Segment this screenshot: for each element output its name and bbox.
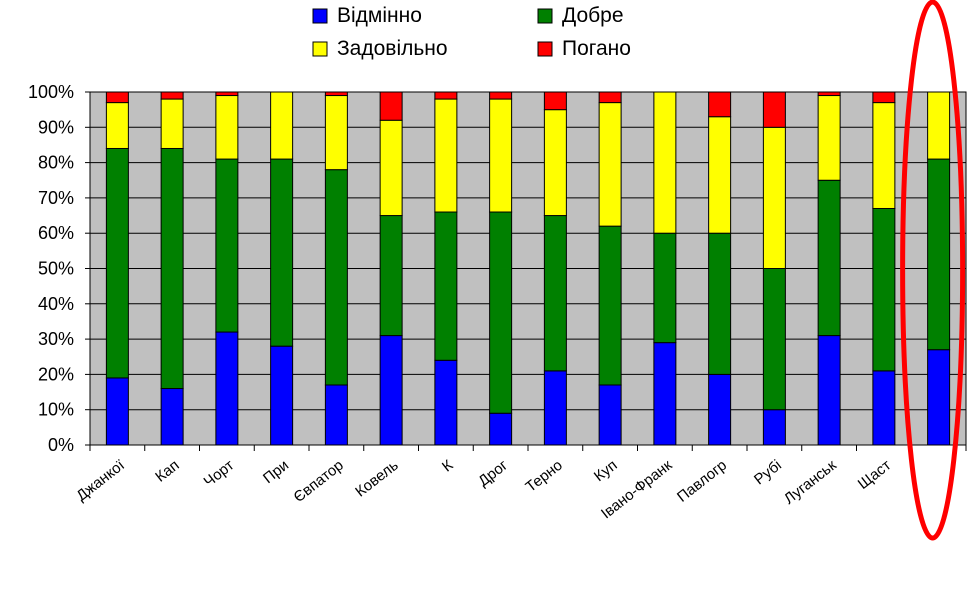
bar-segment: [160, 91, 184, 100]
bar-segment: [927, 158, 951, 351]
bar-segment: [762, 268, 786, 411]
bar-segment: [543, 109, 567, 217]
y-tick-label: 40%: [38, 294, 74, 314]
bar-segment: [434, 98, 458, 213]
x-tick-label: Кап: [152, 457, 182, 486]
bar-segment: [543, 91, 567, 111]
bar-segment: [270, 345, 294, 446]
bar-segment: [598, 384, 622, 446]
bar-segment: [215, 158, 239, 333]
x-tick-label: Джанкої: [73, 456, 128, 504]
bar-segment: [270, 158, 294, 347]
bar-segment: [105, 102, 129, 149]
bar-segment: [762, 126, 786, 269]
legend-label: Задовільно: [337, 37, 448, 60]
y-tick-label: 100%: [28, 82, 74, 102]
x-tick-label: Рубі: [751, 457, 785, 489]
bar-segment: [708, 232, 732, 375]
x-tick-label: Щаст: [855, 457, 895, 493]
bar-segment: [598, 91, 622, 104]
bar-segment: [379, 335, 403, 446]
y-tick-label: 50%: [38, 259, 74, 279]
bar-segment: [215, 95, 239, 160]
bar-segment: [872, 207, 896, 372]
legend-swatch: [312, 41, 328, 57]
bar-segment: [215, 91, 239, 97]
y-tick-label: 90%: [38, 117, 74, 137]
y-tick-label: 70%: [38, 188, 74, 208]
bar-segment: [872, 91, 896, 104]
y-tick-label: 30%: [38, 329, 74, 349]
bar-segment: [324, 91, 348, 97]
bar-segment: [817, 91, 841, 97]
highlight-ellipse: [900, 0, 966, 541]
bar-segment: [927, 91, 951, 160]
bar-segment: [434, 359, 458, 446]
bar-segment: [324, 169, 348, 386]
y-tick-label: 0%: [48, 435, 74, 455]
x-tick-label: Луганськ: [781, 456, 840, 507]
bar-segment: [489, 91, 513, 100]
legend-label: Добре: [562, 4, 624, 27]
legend-label: Погано: [562, 37, 631, 60]
bar-segment: [105, 147, 129, 379]
x-tick-label: Павлогр: [674, 457, 730, 506]
bar-segment: [379, 119, 403, 217]
bar-segment: [817, 179, 841, 337]
bar-segment: [543, 215, 567, 372]
legend-swatch: [537, 41, 553, 57]
bar-segment: [324, 384, 348, 446]
bar-segment: [872, 102, 896, 209]
bar-segment: [708, 373, 732, 446]
bar-segment: [762, 409, 786, 446]
bar-segment: [927, 349, 951, 446]
bar-segment: [434, 91, 458, 100]
bar-segment: [762, 91, 786, 128]
bar-segment: [653, 232, 677, 344]
legend-swatch: [312, 8, 328, 24]
bar-segment: [434, 211, 458, 361]
x-tick-label: Ковель: [352, 457, 401, 501]
bar-segment: [489, 412, 513, 446]
x-tick-label: При: [260, 457, 292, 487]
y-tick-label: 80%: [38, 153, 74, 173]
bar-segment: [872, 370, 896, 446]
x-tick-label: Терно: [523, 457, 566, 496]
bar-segment: [270, 91, 294, 160]
y-tick-label: 60%: [38, 223, 74, 243]
bar-segment: [105, 377, 129, 446]
bar-segment: [215, 331, 239, 446]
bar-segment: [160, 98, 184, 149]
bar-segment: [817, 335, 841, 446]
bar-segment: [160, 388, 184, 446]
x-tick-label: Чорт: [201, 457, 238, 491]
bar-segment: [160, 147, 184, 390]
y-tick-label: 20%: [38, 364, 74, 384]
bar-segment: [379, 91, 403, 121]
bar-segment: [708, 116, 732, 234]
bar-segment: [653, 91, 677, 234]
y-tick-label: 10%: [38, 400, 74, 420]
bar-segment: [489, 98, 513, 213]
bar-segment: [105, 91, 129, 104]
bar-segment: [324, 95, 348, 171]
x-tick-label: Куп: [591, 457, 621, 485]
bar-segment: [543, 370, 567, 446]
bar-segment: [598, 225, 622, 386]
x-tick-label: Дрог: [475, 456, 511, 490]
bar-segment: [653, 342, 677, 446]
bar-segment: [598, 102, 622, 227]
legend-label: Відмінно: [337, 4, 422, 27]
bar-segment: [489, 211, 513, 414]
bar-segment: [817, 95, 841, 181]
x-tick-label: Євпатор: [290, 457, 346, 506]
x-tick-label: К: [439, 457, 457, 476]
bar-segment: [708, 91, 732, 118]
bar-segment: [379, 215, 403, 337]
legend-swatch: [537, 8, 553, 24]
